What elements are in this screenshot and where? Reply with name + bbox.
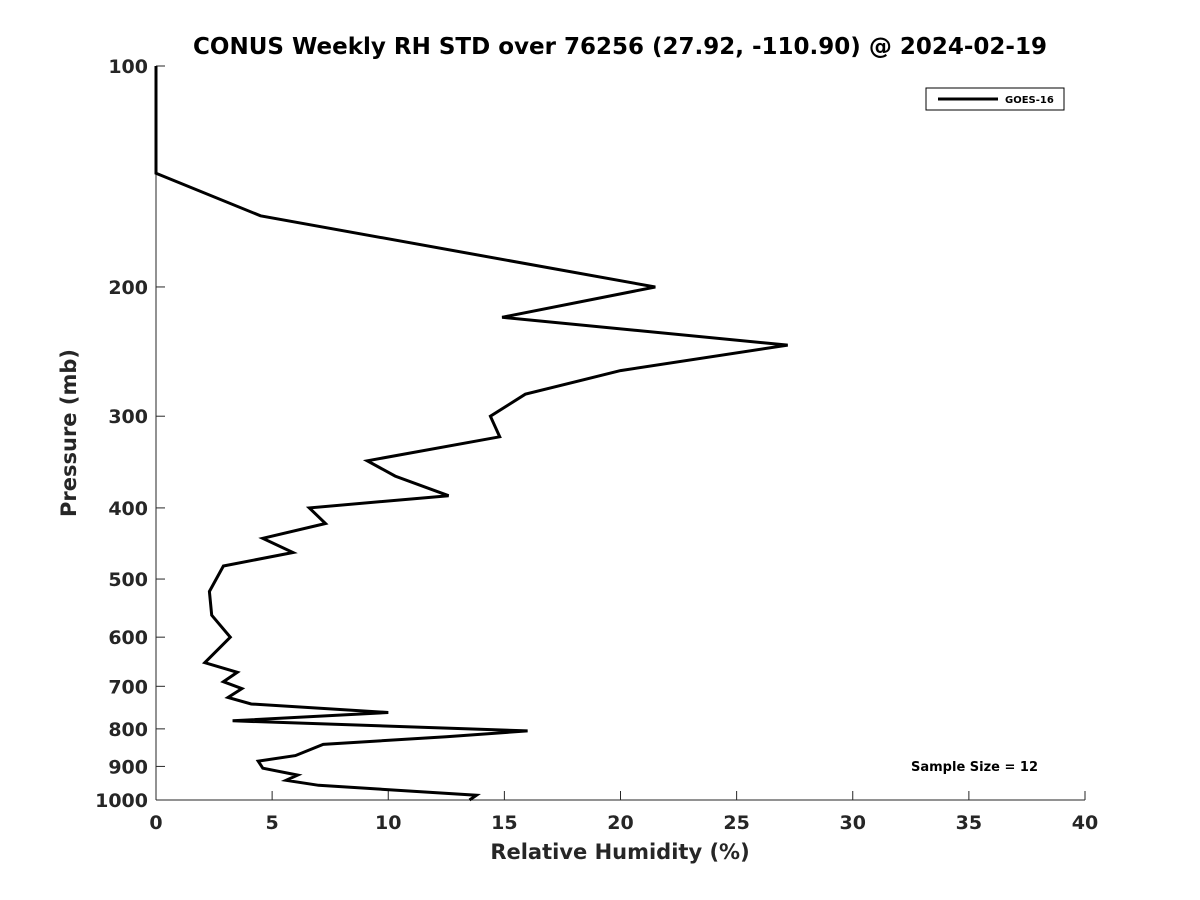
x-tick-label: 15: [491, 812, 517, 834]
x-tick-label: 35: [956, 812, 982, 834]
x-tick-label: 20: [607, 812, 633, 834]
x-ticks: 0 5 10 15 20 25 30 35 40: [149, 791, 1098, 834]
y-tick-label: 400: [108, 498, 148, 520]
y-tick-label: 900: [108, 756, 148, 778]
legend-label-goes16: GOES-16: [1005, 95, 1054, 106]
y-tick-label: 500: [108, 569, 148, 591]
x-tick-label: 10: [375, 812, 401, 834]
y-axis-label: Pressure (mb): [57, 349, 81, 517]
sample-size-annotation: Sample Size = 12: [911, 760, 1038, 775]
x-tick-label: 40: [1072, 812, 1098, 834]
y-ticks: 100 200 300 400 500 600 700 800 900 1000: [95, 56, 165, 812]
y-tick-label: 100: [108, 56, 148, 78]
legend: GOES-16: [925, 87, 1065, 111]
y-tick-label: 1000: [95, 790, 148, 812]
chart-title: CONUS Weekly RH STD over 76256 (27.92, -…: [193, 34, 1047, 60]
plot-area: 0 5 10 15 20 25 30 35 40 100 200 300 400 500 600 700 80…: [95, 56, 1098, 834]
x-tick-label: 5: [266, 812, 279, 834]
y-tick-label: 300: [108, 406, 148, 428]
y-tick-label: 600: [108, 627, 148, 649]
x-tick-label: 30: [840, 812, 866, 834]
x-tick-label: 25: [723, 812, 749, 834]
y-tick-label: 700: [108, 676, 148, 698]
x-tick-label: 0: [149, 812, 162, 834]
y-tick-label: 800: [108, 719, 148, 741]
y-tick-label: 200: [108, 277, 148, 299]
series-line-goes16: [154, 66, 788, 802]
x-axis-label: Relative Humidity (%): [490, 840, 749, 864]
